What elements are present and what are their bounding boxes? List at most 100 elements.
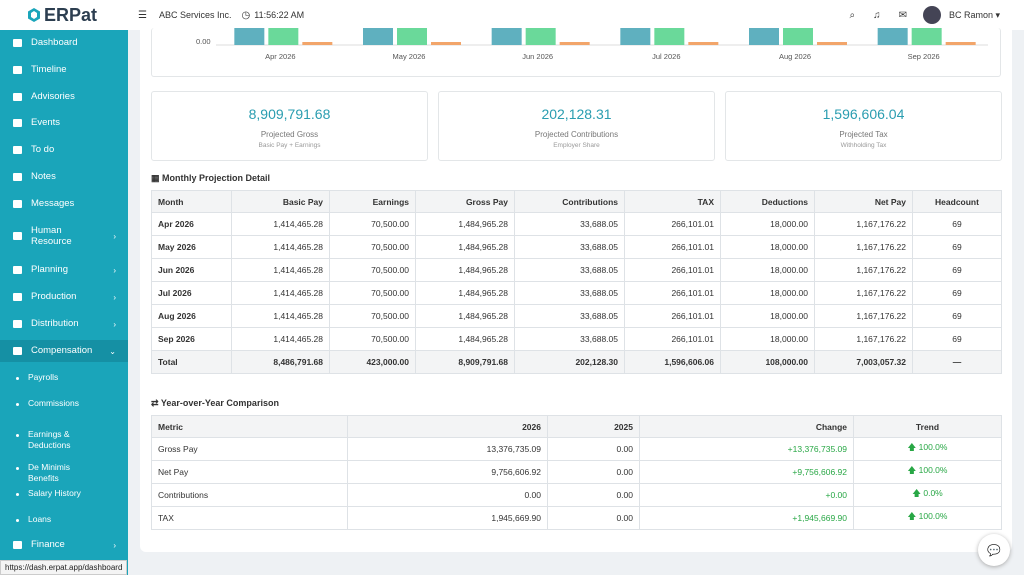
company[interactable]: ABC Services Inc. xyxy=(158,10,232,20)
cell: 33,688.05 xyxy=(514,281,625,305)
cell: 266,101.01 xyxy=(624,304,721,328)
content-card: 0.00 Apr 2026 May 2026 Jun 2026 Jul 2026 Aug… xyxy=(140,28,1012,552)
search-icon[interactable]: ⌕ xyxy=(849,9,856,21)
bar-fragment xyxy=(431,42,461,45)
cell: 18,000.00 xyxy=(720,304,815,328)
bar-fragment xyxy=(525,28,556,45)
cell: 1,414,465.28 xyxy=(231,281,330,305)
column-header: Earnings xyxy=(329,190,416,213)
bar-fragment xyxy=(620,28,651,45)
cell: 266,101.01 xyxy=(624,327,721,351)
submenu-item[interactable]: De Minimis Benefits xyxy=(0,462,100,484)
cell: 1,414,465.28 xyxy=(231,327,330,351)
cell: 1,484,965.28 xyxy=(415,327,515,351)
user-menu[interactable]: BC Ramon ▾ xyxy=(948,9,1000,20)
menu-item[interactable]: Dashboard xyxy=(0,32,128,54)
avatar[interactable] xyxy=(922,6,941,24)
cell: 69 xyxy=(912,258,1002,282)
summary-card: 8,909,791.68 Projected Gross Basic Pay + E… xyxy=(151,91,428,161)
data-row: May 2026 1,414,465.28 70,500.00 1,484,965.2… xyxy=(151,235,1002,259)
cell: 1,596,606.06 xyxy=(624,350,721,374)
menu-icon xyxy=(13,541,22,549)
summary-card: 1,596,606.04 Projected Tax Withholding Tax xyxy=(725,91,1002,161)
menu-icon xyxy=(13,93,22,101)
menu-item[interactable]: Advisories xyxy=(0,86,128,108)
menu-toggle[interactable]: ☰ xyxy=(138,9,147,21)
menu-item[interactable]: Timeline xyxy=(0,59,128,81)
cell: Sep 2026 xyxy=(151,327,232,351)
cell: 1,414,465.28 xyxy=(231,212,330,236)
bar-fragment xyxy=(302,42,333,45)
menu-icon xyxy=(13,266,22,274)
cell: 0.00 xyxy=(547,483,640,507)
menu-item[interactable]: Notes xyxy=(0,166,128,188)
column-header: Trend xyxy=(853,415,1002,438)
data-row: TAX 1,945,669.90 0.00 +1,945,669.90 🡅 100.0% xyxy=(151,506,1002,530)
summary-card: 202,128.31 Projected Contributions Employe… xyxy=(438,91,715,161)
summary-note: Basic Pay + Earnings xyxy=(258,142,321,149)
trend-arrow: 🡅 xyxy=(907,465,919,475)
cell: 18,000.00 xyxy=(720,281,815,305)
bar-fragment xyxy=(877,28,908,45)
section-title: ▦ Monthly Projection Detail xyxy=(151,173,271,183)
submenu-item[interactable]: Payrolls xyxy=(0,372,100,383)
x-tick-label: Sep 2026 xyxy=(907,52,940,61)
data-row: Net Pay 9,756,606.92 0.00 +9,756,606.92 🡅 10… xyxy=(151,460,1002,484)
bar-fragment xyxy=(559,42,590,45)
submenu-item[interactable]: Earnings & Deductions xyxy=(0,429,100,451)
menu-item[interactable]: Events xyxy=(0,112,128,134)
cell: 7,003,057.32 xyxy=(814,350,913,374)
cell: 0.00 xyxy=(547,506,640,530)
summary-value: 202,128.31 xyxy=(541,106,612,122)
cell: 70,500.00 xyxy=(329,327,416,351)
menu-item[interactable]: Compensation ⌄ xyxy=(0,340,128,362)
logo-icon xyxy=(28,8,40,22)
cell: 1,167,176.22 xyxy=(814,235,913,259)
cell: 69 xyxy=(912,327,1002,351)
menu-label: To do xyxy=(31,144,55,156)
logo[interactable]: ERPat xyxy=(0,0,128,30)
menu-item[interactable]: Finance › xyxy=(0,534,128,556)
cell: 33,688.05 xyxy=(514,304,625,328)
menu-item[interactable]: Distribution › xyxy=(0,313,128,335)
menu-label: Human Resource xyxy=(31,224,72,247)
submenu-item[interactable]: Commissions xyxy=(0,398,100,409)
y-tick-label: 0.00 xyxy=(196,37,211,46)
menu-item[interactable]: Planning › xyxy=(0,259,128,281)
summary-note: Withholding Tax xyxy=(840,142,887,149)
menu-item[interactable]: Production › xyxy=(0,286,128,308)
submenu-item[interactable]: Loans xyxy=(0,514,100,525)
cell: 8,909,791.68 xyxy=(415,350,515,374)
header-row: Metric 2026 2025 Change Trend xyxy=(151,415,1002,438)
status-url: https://dash.erpat.app/dashboard xyxy=(0,560,128,575)
menu-item[interactable]: Human Resource › xyxy=(0,225,128,247)
data-row: Sep 2026 1,414,465.28 70,500.00 1,484,965.2… xyxy=(151,327,1002,351)
submenu-item[interactable]: Salary History xyxy=(0,488,100,499)
cell: 423,000.00 xyxy=(329,350,416,374)
menu-item[interactable]: To do xyxy=(0,139,128,161)
notifications-icon[interactable]: ♫ xyxy=(873,9,881,21)
title-text: Year-over-Year Comparison xyxy=(160,398,279,408)
cell: 1,484,965.28 xyxy=(415,304,515,328)
header-row: Month Basic Pay Earnings Gross Pay Contribut… xyxy=(151,190,1002,213)
data-row: Jul 2026 1,414,465.28 70,500.00 1,484,965.2… xyxy=(151,281,1002,305)
section-title: ⇄ Year-over-Year Comparison xyxy=(151,398,279,408)
cell: 69 xyxy=(912,235,1002,259)
cell: 266,101.01 xyxy=(624,212,721,236)
mail-icon[interactable]: ✉ xyxy=(898,9,907,21)
menu-item[interactable]: Messages xyxy=(0,193,128,215)
chat-button[interactable]: 💬 xyxy=(978,534,1010,566)
trend-arrow: 🡅 xyxy=(912,488,924,498)
menu-label: Planning xyxy=(31,264,68,276)
column-header: Gross Pay xyxy=(415,190,515,213)
menu-label: Compensation xyxy=(31,345,93,357)
trend-arrow: 🡅 xyxy=(907,442,919,452)
trend-value: 100.0% xyxy=(918,465,948,475)
column-header: Change xyxy=(639,415,854,438)
cell: +13,376,735.09 xyxy=(639,437,854,461)
cell: 70,500.00 xyxy=(329,281,416,305)
cell: 69 xyxy=(912,281,1002,305)
cell: 1,484,965.28 xyxy=(415,212,515,236)
bar-fragment xyxy=(911,28,942,45)
x-tick-label: Apr 2026 xyxy=(265,52,296,61)
